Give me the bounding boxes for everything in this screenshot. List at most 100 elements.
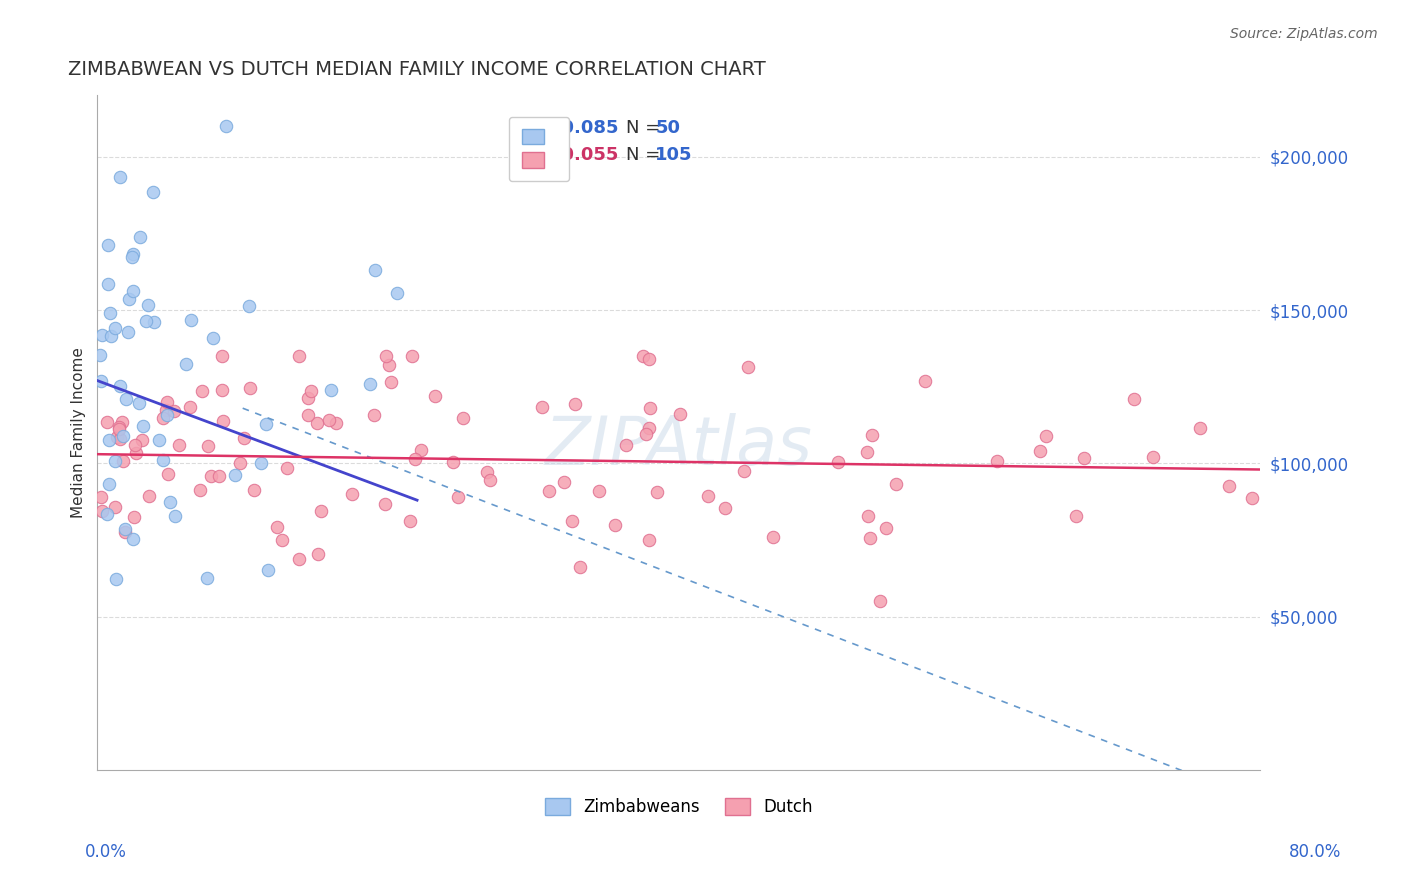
Dutch bbox=[297, 392, 319, 406]
Dutch bbox=[108, 420, 131, 434]
Dutch bbox=[1064, 509, 1087, 524]
Dutch bbox=[859, 532, 882, 546]
Dutch bbox=[131, 434, 153, 448]
Zimbabweans bbox=[117, 325, 139, 339]
Dutch bbox=[125, 445, 148, 459]
Zimbabweans bbox=[238, 298, 260, 312]
Dutch bbox=[762, 530, 785, 544]
Zimbabweans bbox=[117, 293, 139, 307]
Dutch bbox=[111, 415, 134, 429]
Dutch bbox=[266, 519, 288, 533]
Dutch bbox=[860, 427, 883, 442]
Dutch bbox=[363, 408, 385, 422]
Legend: Zimbabweans, Dutch: Zimbabweans, Dutch bbox=[538, 791, 820, 822]
Dutch bbox=[447, 490, 470, 504]
Dutch bbox=[299, 384, 322, 398]
Zimbabweans bbox=[250, 456, 273, 470]
Zimbabweans bbox=[165, 509, 187, 524]
Dutch bbox=[243, 483, 266, 497]
Dutch bbox=[110, 432, 132, 446]
Dutch bbox=[737, 360, 759, 375]
Dutch bbox=[1241, 491, 1264, 505]
Dutch bbox=[697, 489, 720, 503]
Zimbabweans bbox=[114, 522, 136, 536]
Dutch bbox=[167, 438, 190, 452]
Dutch bbox=[380, 376, 402, 390]
Dutch bbox=[568, 559, 591, 574]
Text: ZIMBABWEAN VS DUTCH MEDIAN FAMILY INCOME CORRELATION CHART: ZIMBABWEAN VS DUTCH MEDIAN FAMILY INCOME… bbox=[69, 60, 766, 78]
Text: 50: 50 bbox=[655, 119, 681, 136]
Dutch bbox=[588, 484, 610, 499]
Zimbabweans bbox=[91, 328, 114, 343]
Zimbabweans bbox=[121, 247, 143, 261]
Zimbabweans bbox=[254, 417, 277, 431]
Zimbabweans bbox=[96, 507, 118, 521]
Dutch bbox=[875, 521, 897, 535]
Zimbabweans bbox=[319, 383, 342, 397]
Dutch bbox=[152, 411, 174, 425]
Dutch bbox=[553, 475, 575, 489]
Dutch bbox=[197, 439, 219, 453]
Zimbabweans bbox=[364, 263, 387, 277]
Zimbabweans bbox=[104, 320, 127, 334]
Dutch bbox=[1073, 451, 1095, 466]
Dutch bbox=[564, 397, 586, 411]
Dutch bbox=[603, 518, 626, 533]
Zimbabweans bbox=[105, 572, 128, 586]
Dutch bbox=[1189, 420, 1212, 434]
Dutch bbox=[1035, 429, 1057, 443]
Zimbabweans bbox=[122, 284, 145, 298]
Dutch bbox=[318, 413, 340, 427]
Text: ZIPAtlas: ZIPAtlas bbox=[544, 413, 813, 479]
Dutch bbox=[451, 411, 474, 425]
Dutch bbox=[96, 415, 118, 429]
Zimbabweans bbox=[129, 230, 152, 244]
Dutch bbox=[179, 401, 201, 415]
Dutch bbox=[155, 402, 177, 417]
Zimbabweans bbox=[174, 357, 197, 371]
Dutch bbox=[475, 465, 498, 479]
Dutch bbox=[638, 401, 661, 416]
Text: 105: 105 bbox=[655, 145, 693, 164]
Dutch bbox=[714, 501, 737, 516]
Dutch bbox=[478, 473, 501, 487]
Dutch bbox=[441, 454, 464, 468]
Zimbabweans bbox=[256, 563, 278, 577]
Dutch bbox=[378, 358, 401, 372]
Dutch bbox=[374, 497, 396, 511]
Dutch bbox=[869, 594, 891, 608]
Text: Source: ZipAtlas.com: Source: ZipAtlas.com bbox=[1230, 27, 1378, 41]
Dutch bbox=[124, 438, 146, 452]
Dutch bbox=[631, 349, 654, 363]
Dutch bbox=[1123, 392, 1146, 406]
Dutch bbox=[561, 514, 583, 528]
Dutch bbox=[645, 485, 668, 500]
Zimbabweans bbox=[195, 571, 218, 585]
Zimbabweans bbox=[112, 429, 135, 443]
Dutch bbox=[105, 429, 128, 443]
Dutch bbox=[288, 551, 311, 566]
Dutch bbox=[156, 467, 179, 481]
Dutch bbox=[1218, 479, 1240, 493]
Dutch bbox=[399, 514, 422, 528]
Dutch bbox=[538, 484, 561, 499]
Dutch bbox=[200, 469, 222, 483]
Zimbabweans bbox=[152, 453, 174, 467]
Zimbabweans bbox=[156, 409, 179, 423]
Dutch bbox=[986, 453, 1008, 467]
Dutch bbox=[114, 524, 136, 539]
Y-axis label: Median Family Income: Median Family Income bbox=[72, 347, 86, 518]
Dutch bbox=[288, 349, 311, 363]
Zimbabweans bbox=[159, 495, 181, 509]
Dutch bbox=[1142, 450, 1164, 464]
Zimbabweans bbox=[97, 277, 120, 291]
Dutch bbox=[211, 414, 233, 428]
Dutch bbox=[340, 487, 363, 501]
Zimbabweans bbox=[136, 298, 159, 312]
Dutch bbox=[530, 401, 553, 415]
Zimbabweans bbox=[98, 433, 121, 447]
Dutch bbox=[374, 349, 396, 363]
Zimbabweans bbox=[359, 376, 381, 391]
Zimbabweans bbox=[100, 329, 122, 343]
Zimbabweans bbox=[122, 532, 145, 546]
